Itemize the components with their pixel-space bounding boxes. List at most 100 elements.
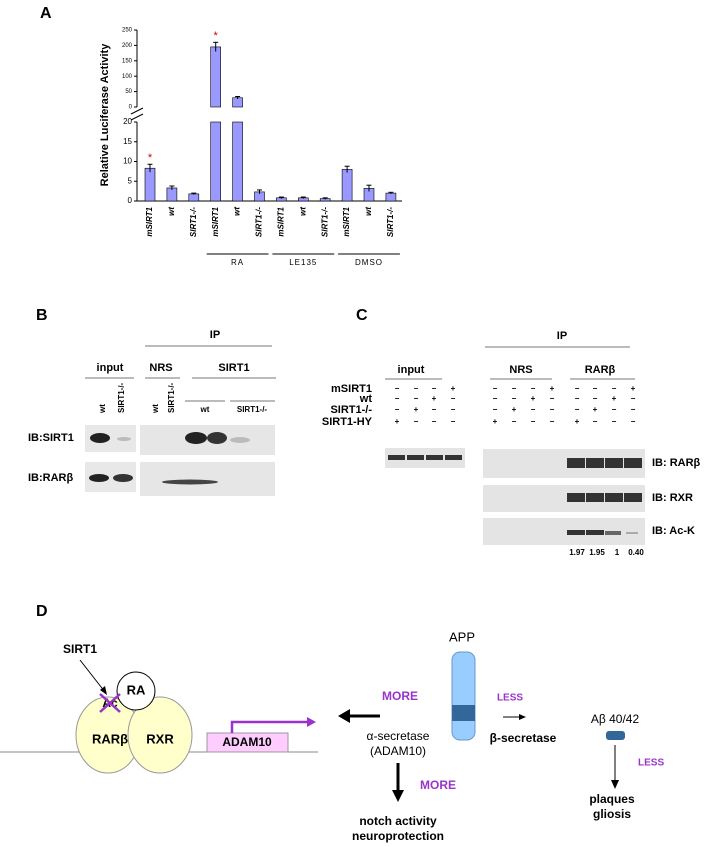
sign: −	[395, 384, 400, 393]
y-tick-label: 200	[122, 43, 133, 49]
neuro-label: neuroprotection	[352, 829, 444, 843]
group-label: LE135	[289, 258, 317, 267]
x-tick-label: mSIRT1	[342, 206, 351, 236]
blot-label: IB: Ac-K	[652, 525, 695, 537]
bar	[385, 192, 397, 202]
y-tick-label: 150	[122, 58, 133, 64]
sign: −	[550, 394, 555, 403]
sign: +	[432, 394, 437, 403]
quantification: 1	[615, 548, 620, 557]
sign: −	[531, 384, 536, 393]
sign: −	[451, 405, 456, 414]
panel-label: D	[36, 603, 48, 620]
beta-secretase: β-secretase	[490, 731, 557, 745]
sign: −	[414, 384, 419, 393]
sign: −	[531, 405, 536, 414]
chart: Relative Luciferase Activity	[99, 30, 402, 202]
row-label: IB:SIRT1	[28, 432, 74, 444]
sign: −	[593, 384, 598, 393]
condition-label: wt	[359, 393, 373, 405]
y-tick-label: 50	[125, 89, 132, 95]
sign: −	[432, 405, 437, 414]
y-tick-label: 250	[122, 28, 133, 34]
sign: −	[593, 394, 598, 403]
x-tick-label: wt	[298, 207, 307, 216]
bar	[210, 121, 221, 202]
sign: −	[631, 405, 636, 414]
alpha-secretase: α-secretase	[367, 729, 430, 743]
sign: −	[395, 394, 400, 403]
sign: −	[414, 417, 419, 426]
app-label: APP	[449, 629, 475, 644]
sign: −	[512, 417, 517, 426]
sign: −	[575, 384, 580, 393]
y-tick-label: 0	[129, 105, 133, 111]
sign: −	[432, 417, 437, 426]
less-label: LESS	[497, 693, 523, 704]
sign: −	[550, 417, 555, 426]
more-label: MORE	[420, 778, 456, 792]
panel-label: B	[36, 307, 48, 324]
panel-c: IP input NRS RARβ IB: RARβ IB: RXR IB: A…	[385, 330, 701, 545]
ip-label: IP	[210, 329, 220, 341]
bar	[188, 193, 200, 202]
sign: −	[631, 417, 636, 426]
y-tick-label: 15	[123, 137, 132, 146]
sign: −	[395, 405, 400, 414]
sign: −	[451, 417, 456, 426]
sign: +	[612, 394, 617, 403]
x-tick-label: wt	[364, 207, 373, 216]
sign: +	[631, 384, 636, 393]
condition-label: SIRT1-/-	[330, 404, 372, 416]
axis-break	[130, 113, 144, 121]
more-label: MORE	[382, 689, 418, 703]
group-label: NRS	[149, 362, 172, 374]
x-tick-label: SIRT1-/-	[255, 207, 264, 237]
x-tick-label: SIRT1-/-	[386, 207, 395, 237]
x-tick-label: wt	[233, 207, 242, 216]
x-tick-label: mSIRT1	[211, 206, 220, 236]
sign: +	[451, 384, 456, 393]
bar	[232, 121, 243, 202]
sign: −	[593, 417, 598, 426]
lane-label: SIRT1-/-	[117, 382, 126, 413]
quantification: 1.97	[569, 548, 585, 557]
sign: −	[550, 405, 555, 414]
group-label: RARβ	[585, 364, 616, 376]
condition-label: SIRT1-HY	[322, 416, 373, 428]
sign: +	[414, 405, 419, 414]
sign: −	[612, 417, 617, 426]
group-label: RA	[231, 258, 244, 267]
quantification: 1.95	[589, 548, 605, 557]
bar	[144, 167, 156, 202]
sign: +	[575, 417, 580, 426]
sign: −	[414, 394, 419, 403]
sign: +	[493, 417, 498, 426]
y-tick-label: 100	[122, 74, 133, 80]
sign: +	[531, 394, 536, 403]
subgroup-label: SIRT1-/-	[237, 405, 268, 414]
bar	[210, 46, 221, 108]
group-label: input	[398, 364, 425, 376]
sign: −	[493, 394, 498, 403]
sirt1-label: SIRT1	[63, 642, 97, 656]
sign: −	[512, 384, 517, 393]
abeta-label: Aβ 40/42	[591, 712, 640, 726]
y-tick-label: 5	[128, 176, 133, 185]
notch-label: notch activity	[359, 814, 437, 828]
y-tick-label: 10	[123, 157, 132, 166]
lane-label: SIRT1-/-	[167, 382, 176, 413]
adam10-label: ADAM10	[222, 735, 272, 749]
sign: −	[512, 394, 517, 403]
rarb-label: RARβ	[92, 731, 128, 746]
panel-label: C	[356, 307, 368, 324]
panel-label: A	[40, 5, 52, 22]
gliosis-label: gliosis	[593, 807, 631, 821]
sign: −	[531, 417, 536, 426]
annotation: *	[148, 152, 153, 164]
subgroup-label: wt	[200, 405, 210, 414]
x-tick-label: SIRT1-/-	[320, 207, 329, 237]
rxr-label: RXR	[146, 731, 174, 746]
group-label: SIRT1	[218, 362, 249, 374]
